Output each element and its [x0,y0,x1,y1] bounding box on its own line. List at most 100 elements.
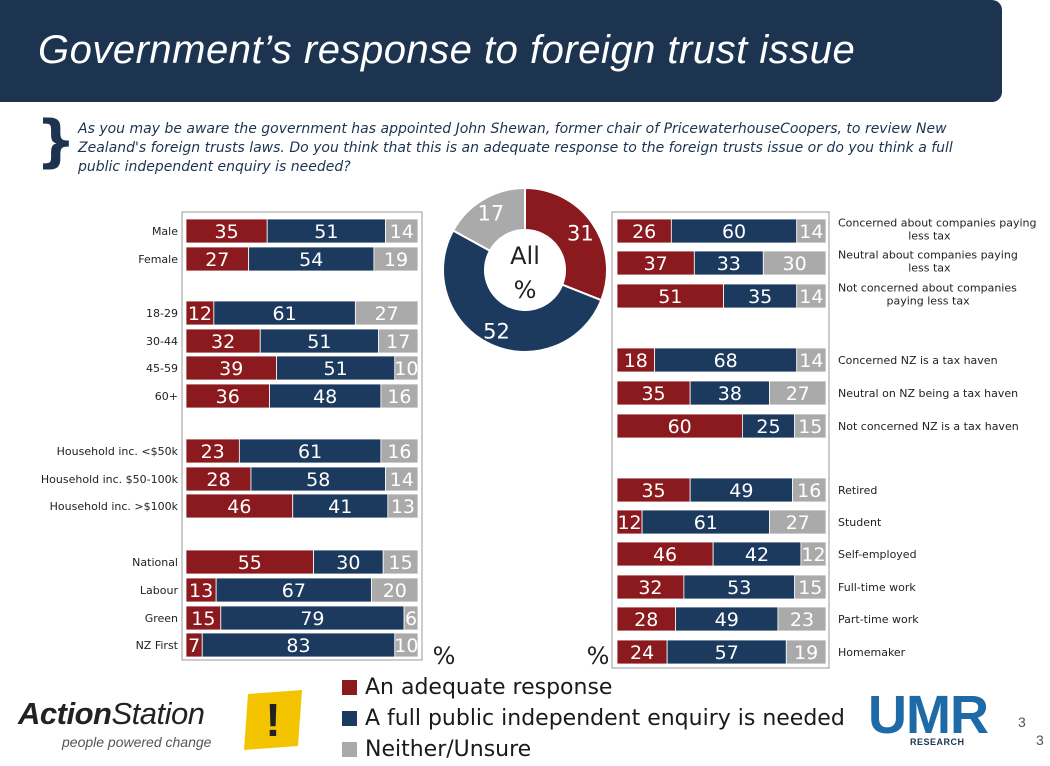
bar-value-female-neither: 19 [384,249,408,271]
bar-homemaker-neither [785,639,827,665]
bar-green-neither [403,605,419,631]
category-label-60: 60+ [155,390,178,403]
bar-student-neither [769,509,827,535]
category-label-nz-first: NZ First [136,639,179,652]
pie-value-adequate: 31 [567,221,594,245]
bar-value-homemaker-enquiry: 57 [715,642,739,664]
category-label-household-inc-100k: Household inc. >$100k [50,500,179,513]
bar-national-adequate [185,549,314,575]
category-label-male: Male [152,225,178,238]
bar-value-student-neither: 27 [786,512,810,534]
bar-value-labour-neither: 20 [383,580,407,602]
bar-labour-enquiry [215,577,373,603]
bar-45-59-enquiry [276,355,396,381]
page-number: 3 [1018,714,1026,730]
bar-not-concerned-nz-is-a-tax-haven-neither [794,413,827,439]
bar-value-part-time-work-neither: 23 [790,609,814,631]
bar-value-female-adequate: 27 [205,249,229,271]
bar-nz-first-enquiry [201,632,396,658]
bar-value-concerned-about-companies-paying-less-tax-adequate: 26 [632,221,656,243]
bar-45-59-adequate [185,355,277,381]
bar-part-time-work-neither [777,606,827,632]
bar-value-student-enquiry: 61 [694,512,718,534]
category-label-concerned-about-companies-paying-less-tax: Concerned about companies paying less tax [838,217,1036,243]
bar-neutral-on-nz-being-a-tax-haven-neither [769,380,827,406]
actionstation-logo: ActionStation people powered change ! [18,690,308,760]
legend-swatch-adequate [342,680,357,695]
bar-household-inc-50-100k-enquiry [250,466,386,492]
bar-household-inc-50k-neither [380,438,419,464]
bar-retired-neither [792,477,827,503]
category-label-part-time-work: Part-time work [838,613,919,626]
bar-value-concerned-about-companies-paying-less-tax-neither: 14 [799,221,823,243]
unit-label-left: % [433,642,456,670]
bar-value-30-44-neither: 17 [386,331,410,353]
page-number-secondary: 3 [1036,732,1044,748]
bar-60-adequate [185,383,270,409]
bar-60-enquiry [269,383,382,409]
category-label-18-29: 18-29 [146,307,178,320]
category-label-homemaker: Homemaker [838,646,906,659]
bar-value-female-enquiry: 54 [299,249,323,271]
bar-concerned-nz-is-a-tax-haven-neither [796,347,827,373]
bar-value-household-inc-50k-neither: 16 [387,441,411,463]
bar-value-nz-first-enquiry: 83 [286,635,310,657]
bar-not-concerned-about-companies-paying-less-tax-adequate [616,283,724,309]
bar-concerned-about-companies-paying-less-tax-enquiry [670,218,798,244]
bar-value-retired-neither: 16 [797,480,821,502]
bar-value-male-adequate: 35 [215,221,239,243]
bar-value-nz-first-adequate: 7 [188,635,200,657]
bar-value-full-time-work-neither: 15 [798,577,822,599]
bar-female-enquiry [248,246,375,272]
bar-value-not-concerned-nz-is-a-tax-haven-neither: 15 [798,416,822,438]
bar-value-45-59-neither: 10 [394,358,418,380]
bar-neutral-on-nz-being-a-tax-haven-enquiry [689,380,770,406]
bar-value-household-inc-100k-adequate: 46 [227,496,251,518]
bar-full-time-work-neither [794,574,827,600]
bar-neutral-about-companies-paying-less-tax-neither [762,250,827,276]
pie-value-enquiry: 52 [483,320,510,344]
legend-item-neither: Neither/Unsure [342,734,845,765]
page-title: Government’s response to foreign trust i… [38,28,856,72]
bar-value-not-concerned-nz-is-a-tax-haven-enquiry: 25 [756,416,780,438]
actionstation-tagline: people powered change [62,734,212,750]
bar-value-retired-adequate: 35 [641,480,665,502]
bar-student-enquiry [641,509,770,535]
bar-value-30-44-adequate: 32 [211,331,235,353]
legend-swatch-neither [342,742,357,757]
bar-value-male-neither: 14 [390,221,414,243]
legend: An adequate response A full public indep… [342,672,845,765]
bar-retired-adequate [616,477,691,503]
bar-part-time-work-adequate [616,606,676,632]
bar-self-employed-neither [800,541,827,567]
bar-household-inc-100k-neither [387,493,419,519]
bar-value-household-inc-50-100k-enquiry: 58 [306,469,330,491]
bar-household-inc-100k-adequate [185,493,294,519]
bar-value-green-adequate: 15 [191,608,215,630]
bar-value-part-time-work-adequate: 28 [634,609,658,631]
bar-national-neither [382,549,419,575]
bar-not-concerned-about-companies-paying-less-tax-enquiry [723,283,798,309]
bar-retired-enquiry [689,477,793,503]
category-label-green: Green [145,612,178,625]
bar-value-18-29-enquiry: 61 [273,303,297,325]
bar-value-not-concerned-about-companies-paying-less-tax-neither: 14 [799,286,823,308]
title-banner: Government’s response to foreign trust i… [0,0,1002,102]
bar-45-59-neither [394,355,419,381]
bar-value-part-time-work-enquiry: 49 [715,609,739,631]
bar-female-adequate [185,246,250,272]
legend-label-enquiry: A full public independent enquiry is nee… [365,706,845,731]
bar-nz-first-neither [394,632,419,658]
category-label-30-44: 30-44 [146,335,178,348]
bar-value-60-neither: 16 [387,386,411,408]
bar-value-18-29-neither: 27 [375,303,399,325]
bar-value-not-concerned-nz-is-a-tax-haven-adequate: 60 [668,416,692,438]
bar-value-male-enquiry: 51 [314,221,338,243]
bar-value-household-inc-50k-enquiry: 61 [298,441,322,463]
bar-value-neutral-on-nz-being-a-tax-haven-enquiry: 38 [718,383,742,405]
category-label-neutral-about-companies-paying-less-tax: Neutral about companies paying less tax [838,249,1018,275]
umr-logo: UMR RESEARCH [868,685,998,750]
category-label-self-employed: Self-employed [838,548,917,561]
actionstation-wordmark: ActionStation [18,696,205,732]
